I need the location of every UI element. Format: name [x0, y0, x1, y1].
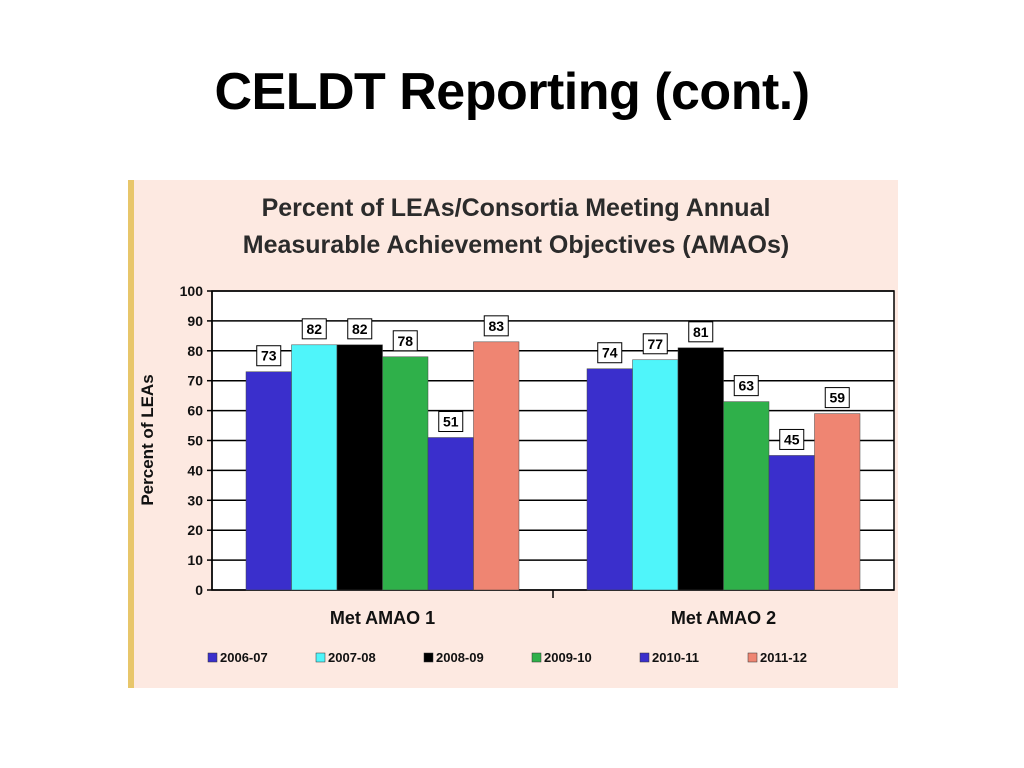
data-label: 74: [602, 345, 618, 361]
data-label-box: [597, 342, 623, 364]
legend-swatch: [531, 652, 542, 663]
data-label-box: [688, 321, 714, 343]
chart-title: Percent of LEAs/Consortia Meeting Annual: [262, 194, 771, 222]
legend-label: 2009-10: [544, 650, 592, 665]
data-label: 77: [647, 336, 663, 352]
legend: 2006-07 2007-08 2008-09 2009-10 2010-11 2011-…: [207, 650, 807, 665]
bar-2011-12-met-amao-1: [473, 341, 520, 591]
x-category-label: Met AMAO 1: [330, 608, 435, 628]
bar-2007-08-met-amao-2: [632, 359, 679, 591]
y-tick-label: 0: [195, 582, 203, 598]
data-label-box: [483, 315, 509, 337]
y-tick-label: 60: [187, 403, 203, 419]
y-tick-label: 10: [187, 552, 203, 568]
chart-panel: Percent of LEAs/Consortia Meeting Annual…: [128, 180, 898, 688]
slide-title: CELDT Reporting (cont.): [214, 63, 810, 121]
data-label: 73: [261, 348, 277, 364]
bar-2009-10-met-amao-2: [723, 401, 770, 591]
data-label: 45: [784, 431, 800, 447]
data-label-box: [824, 387, 850, 409]
legend-swatch: [423, 652, 434, 663]
data-label-box: [733, 375, 759, 397]
data-label: 59: [829, 390, 845, 406]
data-label: 83: [488, 318, 504, 334]
legend-label: 2007-08: [328, 650, 376, 665]
bar-2009-10-met-amao-1: [382, 356, 429, 591]
data-label-box: [301, 318, 327, 340]
bar-2010-11-met-amao-1: [427, 437, 474, 591]
data-label-box: [642, 333, 668, 355]
y-tick-label: 100: [180, 283, 204, 299]
y-axis-label: Percent of LEAs: [138, 374, 157, 505]
legend-label: 2010-11: [652, 650, 699, 665]
data-label: 82: [352, 321, 368, 337]
data-label-box: [256, 345, 282, 367]
data-label: 81: [693, 324, 709, 340]
y-tick-label: 70: [187, 373, 203, 389]
y-tick-label: 30: [187, 492, 203, 508]
bar-2006-07-met-amao-2: [586, 368, 633, 591]
data-label: 63: [738, 378, 754, 394]
y-tick-label: 40: [187, 462, 203, 478]
data-label-box: [779, 428, 805, 450]
data-label-box: [438, 411, 464, 433]
y-tick-label: 90: [187, 313, 203, 329]
legend-label: 2011-12: [760, 650, 807, 665]
y-tick-label: 20: [187, 522, 203, 538]
bar-2008-09-met-amao-2: [677, 347, 724, 591]
legend-swatch: [639, 652, 650, 663]
plot-area: 0 10 20 30 40 50 60 70 80 90 100 73 82 82 78 51 83 Met AM…: [180, 283, 895, 628]
data-label: 51: [443, 414, 459, 430]
data-label: 82: [306, 321, 322, 337]
legend-swatch: [747, 652, 758, 663]
data-label-box: [347, 318, 373, 340]
bar-2008-09-met-amao-1: [336, 344, 383, 591]
bar-2010-11-met-amao-2: [768, 455, 815, 591]
y-tick-label: 80: [187, 343, 203, 359]
bar-2011-12-met-amao-2: [814, 413, 861, 591]
bar-chart: Percent of LEAs/Consortia Meeting Annual…: [138, 194, 895, 665]
bar-2007-08-met-amao-1: [291, 344, 338, 591]
legend-label: 2006-07: [220, 650, 268, 665]
data-label: 78: [397, 333, 413, 349]
bar-2006-07-met-amao-1: [245, 371, 292, 591]
legend-swatch: [207, 652, 218, 663]
legend-swatch: [315, 652, 326, 663]
x-category-label: Met AMAO 2: [671, 608, 776, 628]
y-tick-label: 50: [187, 433, 203, 449]
chart-subtitle: Measurable Achievement Objectives (AMAOs…: [243, 231, 789, 259]
data-label-box: [392, 330, 418, 352]
legend-label: 2008-09: [436, 650, 484, 665]
